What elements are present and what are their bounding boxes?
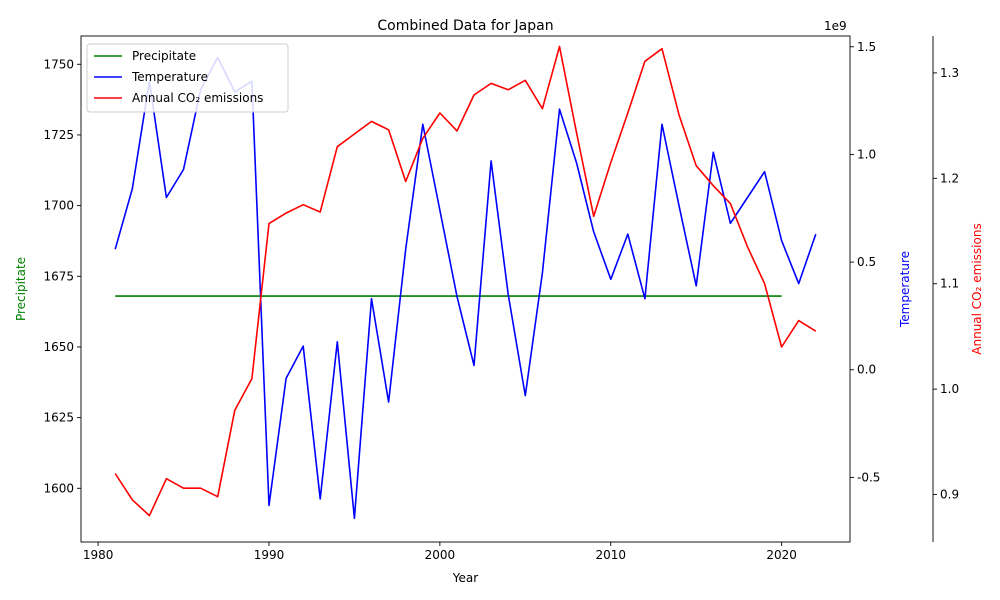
temp-tick-label: 1.0 [857, 147, 876, 161]
precip-tick-label: 1625 [43, 411, 74, 425]
axes: 1980 1990 2000 2010 2020 1600 1625 1650 1675 1700… [14, 19, 984, 562]
legend: Precipitate Temperature Annual CO₂ emissio… [86, 43, 289, 113]
chart-title: Combined Data for Japan [377, 18, 553, 34]
temp-tick-label: 0.5 [857, 255, 876, 269]
plot-frame [80, 35, 851, 543]
co2-tick-label: 0.9 [940, 488, 959, 502]
co2-tick-label: 1.1 [940, 277, 959, 291]
precip-tick-label: 1725 [43, 128, 74, 142]
x-tick-label: 1990 [254, 548, 285, 562]
precip-axis-label: Precipitate [14, 257, 28, 321]
co2-tick-label: 1.0 [940, 382, 959, 396]
co2-tick-label: 1.2 [940, 171, 959, 185]
legend-box [86, 43, 289, 113]
precip-tick-label: 1600 [43, 481, 74, 495]
legend-label-precip: Precipitate [132, 49, 196, 63]
legend-label-temp: Temperature [131, 70, 208, 84]
x-tick-label: 2000 [425, 548, 456, 562]
temp-offset-text: 1e9 [824, 19, 847, 33]
temp-tick-label: 1.5 [857, 40, 876, 54]
legend-label-co2: Annual CO₂ emissions [132, 91, 263, 105]
temp-axis-label: Temperature [898, 251, 912, 328]
precip-tick-label: 1700 [43, 199, 74, 213]
precip-tick-label: 1650 [43, 340, 74, 354]
temp-tick-label: 0.0 [857, 363, 876, 377]
x-tick-label: 2010 [595, 548, 626, 562]
co2-tick-label: 1.3 [940, 66, 959, 80]
series-line-co2 [114, 45, 817, 517]
temp-tick-label: -0.5 [857, 470, 880, 484]
precip-tick-label: 1750 [43, 57, 74, 71]
x-tick-label: 1980 [83, 548, 114, 562]
x-tick-label: 2020 [766, 548, 797, 562]
co2-axis-label: Annual CO₂ emissions [970, 223, 984, 354]
x-axis-label: Year [452, 571, 478, 585]
precip-tick-label: 1675 [43, 269, 74, 283]
